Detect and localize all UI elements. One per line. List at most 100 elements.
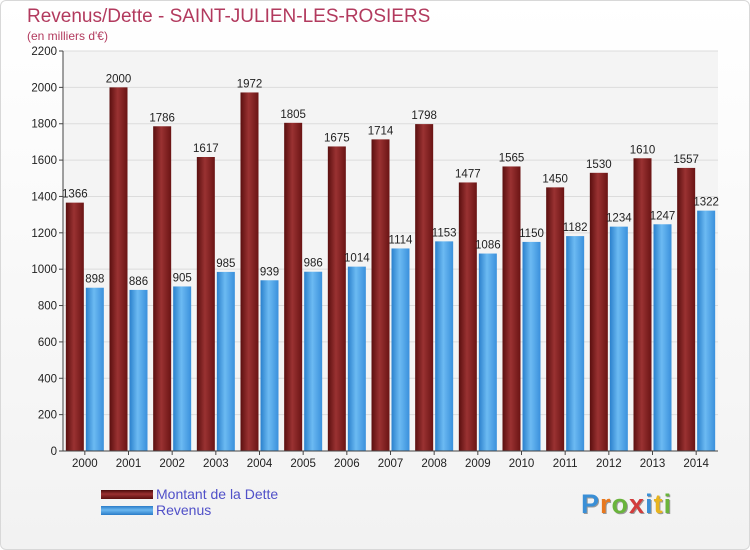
bar-dette bbox=[677, 167, 696, 451]
x-tick-label: 2004 bbox=[247, 458, 273, 470]
bar-dette bbox=[196, 157, 215, 451]
bar-dette bbox=[65, 202, 84, 451]
data-label-dette: 2000 bbox=[106, 73, 132, 85]
logo-letter: i bbox=[663, 489, 673, 519]
logo-letter: t bbox=[653, 489, 664, 519]
y-tick-label: 1800 bbox=[31, 119, 57, 131]
y-tick-label: 1400 bbox=[31, 191, 57, 203]
data-label-revenus: 898 bbox=[85, 274, 104, 286]
data-label-dette: 1798 bbox=[411, 110, 437, 122]
y-tick-label: 800 bbox=[38, 301, 57, 313]
bar-revenus bbox=[391, 248, 410, 451]
x-tick-label: 2011 bbox=[553, 458, 578, 470]
bar-dette bbox=[546, 187, 565, 451]
data-label-dette: 1557 bbox=[673, 154, 699, 166]
data-label-revenus: 1247 bbox=[650, 210, 676, 222]
y-tick-label: 2200 bbox=[31, 46, 57, 58]
bar-dette bbox=[153, 126, 172, 451]
bar-revenus bbox=[173, 286, 192, 451]
data-label-revenus: 905 bbox=[173, 272, 192, 284]
data-label-dette: 1366 bbox=[62, 189, 88, 201]
data-label-revenus: 985 bbox=[216, 258, 235, 270]
bar-dette bbox=[458, 182, 477, 452]
bar-dette bbox=[415, 124, 434, 451]
bar-revenus bbox=[260, 280, 279, 451]
data-label-dette: 1610 bbox=[630, 144, 656, 156]
x-tick-label: 2005 bbox=[290, 458, 316, 470]
x-tick-label: 2008 bbox=[421, 458, 447, 470]
bar-dette bbox=[284, 122, 303, 452]
x-tick-label: 2001 bbox=[116, 458, 142, 470]
legend-label-dette: Montant de la Dette bbox=[156, 486, 279, 502]
bar-revenus bbox=[478, 253, 497, 451]
x-tick-label: 2000 bbox=[72, 458, 98, 470]
logo-letter: P bbox=[581, 489, 601, 519]
bar-revenus bbox=[697, 210, 716, 451]
bar-revenus bbox=[304, 271, 323, 451]
chart-title: Revenus/Dette - SAINT-JULIEN-LES-ROSIERS bbox=[27, 6, 431, 27]
data-label-dette: 1714 bbox=[368, 125, 394, 137]
proxiti-logo: Proxiti bbox=[581, 489, 672, 520]
bar-revenus bbox=[609, 226, 628, 451]
data-label-revenus: 1014 bbox=[344, 253, 370, 265]
logo-letter: i bbox=[645, 489, 654, 519]
legend-swatch-revenus bbox=[101, 506, 153, 515]
bar-dette bbox=[502, 166, 521, 452]
data-label-dette: 1786 bbox=[149, 112, 175, 124]
bar-revenus bbox=[129, 289, 148, 451]
chart-subtitle: (en milliers d'€) bbox=[27, 29, 108, 43]
x-tick-label: 2013 bbox=[640, 458, 666, 470]
bar-dette bbox=[589, 172, 608, 451]
y-tick-label: 2000 bbox=[31, 82, 57, 94]
data-label-revenus: 1086 bbox=[475, 240, 501, 252]
data-label-dette: 1530 bbox=[586, 159, 612, 171]
bar-revenus bbox=[216, 271, 235, 451]
bar-revenus bbox=[435, 241, 454, 451]
data-label-revenus: 1322 bbox=[693, 197, 719, 209]
data-label-dette: 1565 bbox=[499, 152, 525, 164]
bar-dette bbox=[240, 92, 259, 452]
bar-revenus bbox=[522, 241, 541, 451]
y-tick-label: 400 bbox=[38, 373, 57, 385]
x-tick-label: 2009 bbox=[465, 458, 491, 470]
x-tick-label: 2003 bbox=[203, 458, 229, 470]
x-tick-label: 2012 bbox=[596, 458, 622, 470]
data-label-dette: 1450 bbox=[542, 173, 568, 185]
data-label-revenus: 1150 bbox=[519, 228, 544, 240]
bar-dette bbox=[371, 139, 390, 451]
data-label-revenus: 1234 bbox=[606, 213, 632, 225]
bar-revenus bbox=[85, 287, 104, 451]
data-label-revenus: 886 bbox=[129, 276, 148, 288]
bar-dette bbox=[109, 87, 128, 451]
bar-revenus bbox=[347, 266, 366, 451]
data-label-dette: 1617 bbox=[193, 143, 219, 155]
data-label-dette: 1972 bbox=[237, 78, 263, 90]
data-label-revenus: 1182 bbox=[563, 222, 588, 234]
bar-revenus bbox=[653, 224, 672, 451]
x-tick-label: 2002 bbox=[159, 458, 185, 470]
logo-letter: r bbox=[600, 489, 612, 519]
y-tick-label: 1200 bbox=[31, 228, 57, 240]
legend-swatch-dette bbox=[101, 490, 153, 499]
logo-letter: o bbox=[611, 489, 630, 519]
bar-dette bbox=[327, 146, 346, 452]
bar-revenus bbox=[566, 236, 585, 451]
x-tick-label: 2014 bbox=[683, 458, 709, 470]
x-tick-label: 2006 bbox=[334, 458, 360, 470]
y-tick-label: 600 bbox=[38, 337, 57, 349]
y-tick-label: 1600 bbox=[31, 155, 57, 167]
legend-label-revenus: Revenus bbox=[156, 502, 212, 518]
y-tick-label: 0 bbox=[51, 446, 57, 458]
data-label-revenus: 1114 bbox=[389, 234, 413, 246]
data-label-dette: 1805 bbox=[280, 109, 306, 121]
data-label-dette: 1675 bbox=[324, 132, 350, 144]
data-label-revenus: 986 bbox=[304, 258, 323, 270]
y-tick-label: 1000 bbox=[31, 264, 57, 276]
data-label-revenus: 1153 bbox=[432, 227, 457, 239]
logo-letter: x bbox=[629, 489, 646, 519]
bar-dette bbox=[633, 158, 652, 452]
plot-area bbox=[63, 51, 718, 451]
x-tick-label: 2007 bbox=[378, 458, 404, 470]
